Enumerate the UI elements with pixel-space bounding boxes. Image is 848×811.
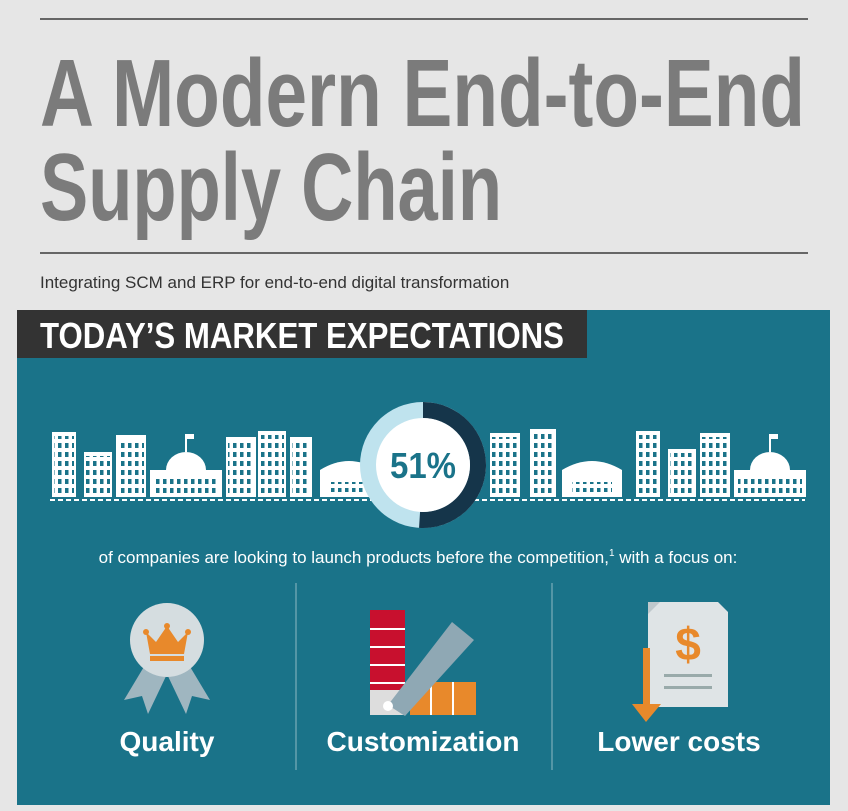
stadium-windows <box>572 482 612 492</box>
focus-label: Quality <box>120 726 215 757</box>
stat-label: 51% <box>390 445 456 486</box>
title-line: Supply Chain <box>40 134 502 241</box>
building-windows <box>86 456 110 493</box>
building-windows <box>532 433 554 493</box>
footnote: 1 <box>609 548 615 559</box>
focus-items: Quality Customization Lower costs <box>120 726 761 757</box>
stadium-windows <box>330 482 368 492</box>
capitol-dome <box>750 452 790 470</box>
capitol-windows <box>154 476 218 493</box>
description-tail: with a focus on: <box>615 548 738 567</box>
title-line: A Modern End-to-End <box>40 40 805 147</box>
building-windows <box>118 439 144 493</box>
flag <box>186 434 194 439</box>
skyline <box>52 429 806 497</box>
description: of companies are looking to launch produ… <box>99 548 738 567</box>
capitol-windows <box>738 476 802 493</box>
subtitle: Integrating SCM and ERP for end-to-end d… <box>40 273 509 292</box>
heading-box <box>17 310 587 358</box>
flag <box>770 434 778 439</box>
panel <box>17 310 830 805</box>
focus-label: Lower costs <box>597 726 760 757</box>
svg-text:$: $ <box>675 618 701 670</box>
building-windows <box>228 441 254 493</box>
donut-arc <box>419 402 486 528</box>
building-windows <box>292 441 310 493</box>
donut-chart: 51% <box>360 402 486 528</box>
cost-icon: $ <box>632 602 728 722</box>
building-windows <box>638 435 658 493</box>
medal-icon <box>124 603 210 714</box>
building-windows <box>492 437 518 493</box>
description-text: of companies are looking to launch produ… <box>99 548 609 567</box>
building-windows <box>54 436 74 493</box>
building-windows <box>260 435 284 493</box>
building-windows <box>702 437 728 493</box>
capitol-dome <box>166 452 206 470</box>
building-windows <box>670 453 694 493</box>
section-heading: TODAY’S MARKET EXPECTATIONS <box>40 315 564 356</box>
swatch-icon <box>370 610 476 716</box>
donut-center <box>376 418 470 512</box>
focus-label: Customization <box>327 726 520 757</box>
